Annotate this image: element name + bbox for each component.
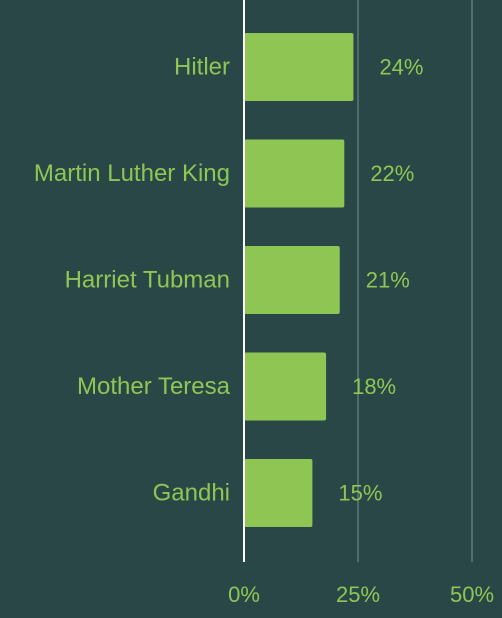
x-tick-label: 50% <box>450 582 494 607</box>
bar-mother-teresa <box>244 352 327 421</box>
bar-hitler <box>244 33 354 101</box>
data-label: 21% <box>366 268 410 293</box>
category-label: Hitler <box>174 54 230 81</box>
data-label: 18% <box>352 374 396 399</box>
category-label: Mother Teresa <box>77 373 231 400</box>
bar-gandhi <box>244 459 313 527</box>
data-label: 15% <box>338 481 382 506</box>
category-label: Martin Luther King <box>34 160 230 187</box>
category-label: Gandhi <box>153 480 230 507</box>
data-label: 24% <box>379 55 423 80</box>
x-tick-label: 25% <box>336 582 380 607</box>
category-label: Harriet Tubman <box>65 267 230 294</box>
data-label: 22% <box>370 161 414 186</box>
x-tick-label: 0% <box>228 582 260 607</box>
bar-martin-luther-king <box>244 139 345 208</box>
bar-harriet-tubman <box>244 246 340 314</box>
